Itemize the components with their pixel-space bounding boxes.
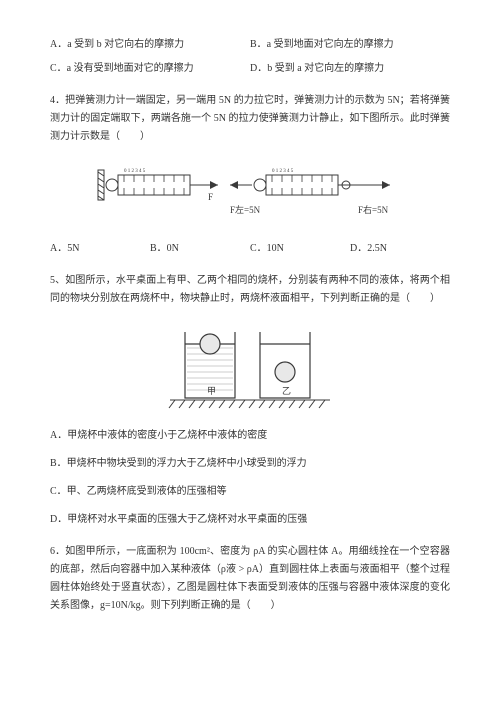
q5-figure: 甲 乙 (50, 320, 450, 415)
q3-option-d: D．b 受到 a 对它向左的摩擦力 (250, 60, 450, 78)
svg-text:0 1 2 3 4 5: 0 1 2 3 4 5 (272, 169, 294, 174)
q4-label-f: F (208, 192, 213, 202)
q5-label-jia: 甲 (207, 386, 216, 396)
q4-stem: 4．把弹簧测力计一端固定，另一端用 5N 的力拉它时，弹簧测力计的示数为 5N；… (50, 92, 450, 146)
q5-stem: 5、如图所示，水平桌面上有甲、乙两个相同的烧杯，分别装有两种不同的液体，将两个相… (50, 272, 450, 308)
q3-options-row2: C．a 没有受到地面对它的摩擦力 D．b 受到 a 对它向左的摩擦力 (50, 60, 450, 78)
q4-option-d: D．2.5N (350, 240, 450, 258)
q4-option-b: B．0N (150, 240, 250, 258)
q4-label-fr: F右=5N (358, 204, 389, 215)
q5-label-yi: 乙 (282, 386, 291, 396)
q5-option-b: B．甲烧杯中物块受到的浮力大于乙烧杯中小球受到的浮力 (50, 455, 450, 473)
q4-option-c: C．10N (250, 240, 350, 258)
svg-text:0 1 2 3 4 5: 0 1 2 3 4 5 (124, 169, 146, 174)
q5-option-a: A．甲烧杯中液体的密度小于乙烧杯中液体的密度 (50, 427, 450, 445)
q5-option-d: D．甲烧杯对水平桌面的压强大于乙烧杯对水平桌面的压强 (50, 511, 450, 529)
q4-option-a: A．5N (50, 240, 150, 258)
q6-stem: 6．如图甲所示，一底面积为 100cm²、密度为 ρA 的实心圆柱体 A。用细线… (50, 543, 450, 615)
q3-options-row1: A．a 受到 b 对它向右的摩擦力 B．a 受到地面对它向左的摩擦力 (50, 36, 450, 54)
q4-figure: 0 1 2 3 4 5 F 0 1 2 3 4 5 F左=5N F右=5N (50, 158, 450, 228)
q4-label-fl: F左=5N (230, 204, 261, 215)
q3-option-a: A．a 受到 b 对它向右的摩擦力 (50, 36, 250, 54)
q4-options: A．5N B．0N C．10N D．2.5N (50, 240, 450, 258)
q5-option-c: C．甲、乙两烧杯底受到液体的压强相等 (50, 483, 450, 501)
q3-option-b: B．a 受到地面对它向左的摩擦力 (250, 36, 450, 54)
q3-option-c: C．a 没有受到地面对它的摩擦力 (50, 60, 250, 78)
